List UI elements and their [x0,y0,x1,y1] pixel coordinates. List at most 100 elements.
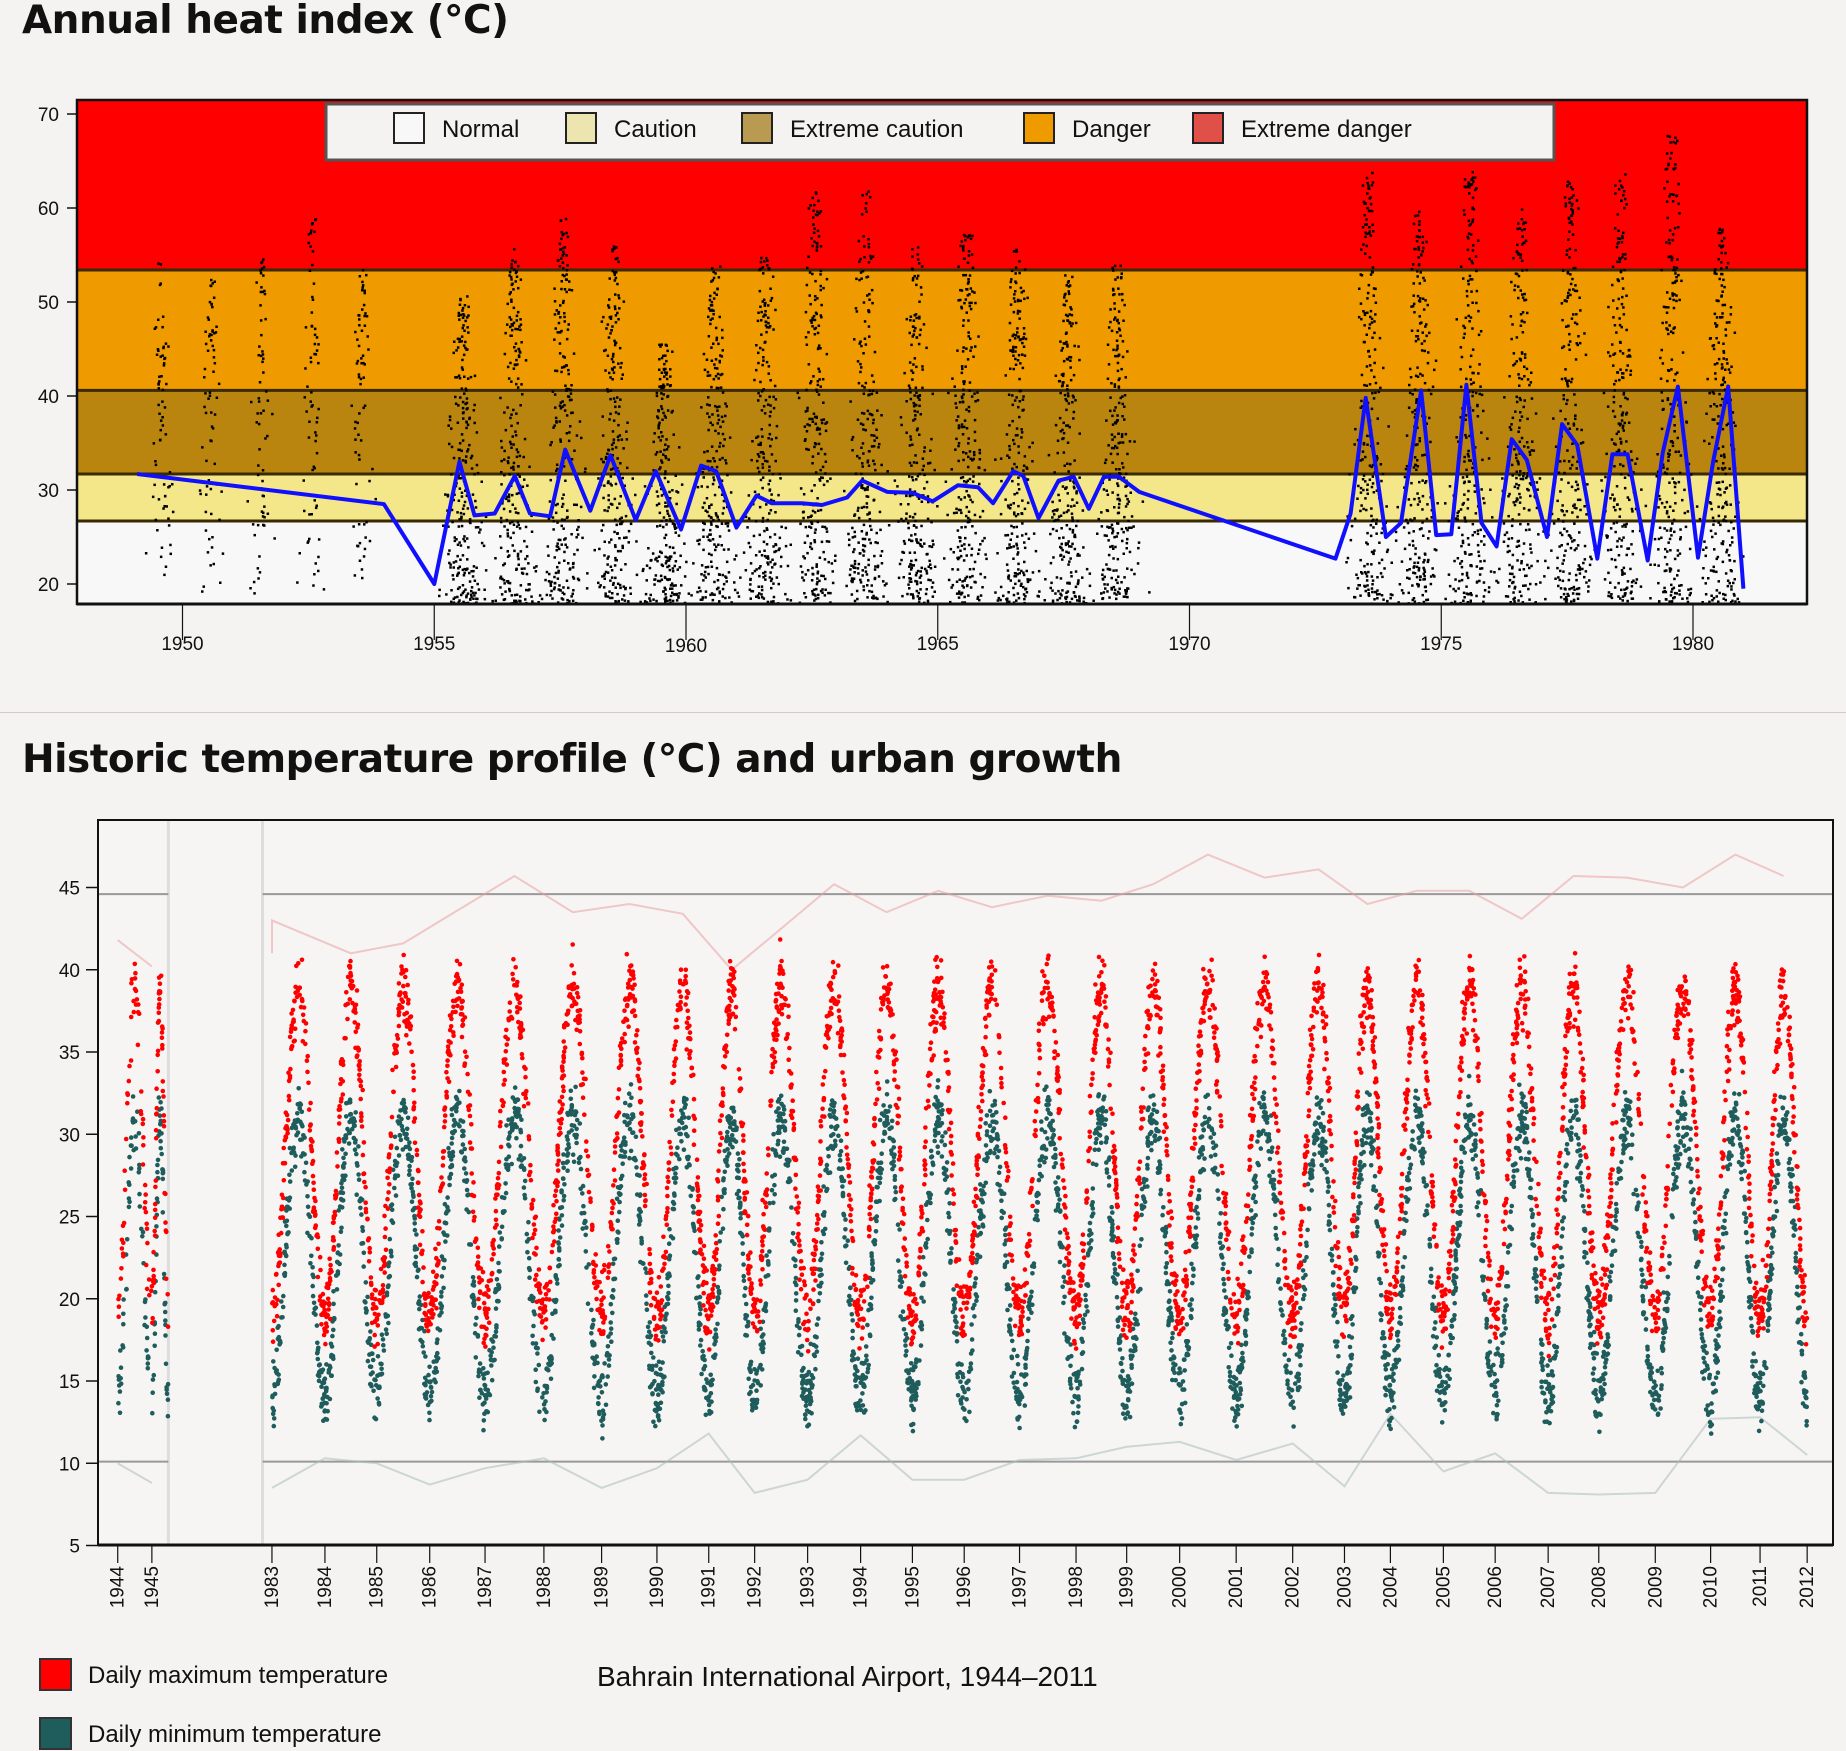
heat-index-point [210,411,213,414]
heat-index-point [652,469,655,472]
heat-index-point [968,301,971,305]
heat-index-point [868,298,871,301]
heat-index-point [1423,568,1426,572]
heat-index-point [649,599,652,603]
heat-index-point [760,593,763,596]
heat-index-point [673,522,676,526]
heat-index-point [1370,317,1374,321]
heat-index-point [1067,540,1070,543]
heat-index-point [457,567,460,570]
heat-index-point [452,578,455,581]
heat-index-point [621,605,624,608]
heat-index-point [928,559,931,563]
heat-index-point [967,335,970,338]
heat-index-point [553,287,556,290]
heat-index-point [860,486,863,489]
heat-index-point [1464,607,1467,610]
heat-index-point [473,403,476,407]
heat-index-point [310,229,313,232]
heat-index-point [614,341,617,345]
heat-index-point [966,465,970,469]
heat-index-point [359,439,363,442]
heat-index-point [928,545,931,548]
heat-index-point [615,523,618,527]
heat-index-point [983,576,987,579]
heat-index-point [968,477,972,481]
heat-index-point [822,401,825,404]
heat-index-point [658,368,661,371]
heat-index-point [259,319,263,322]
heat-index-point [668,578,671,581]
heat-index-point [601,460,605,464]
heat-index-point [965,607,968,610]
heat-index-point [797,396,801,400]
heat-index-point [317,538,321,541]
heat-index-point [717,418,721,422]
heat-index-point [1362,474,1366,477]
heat-index-point [1529,547,1532,550]
heat-index-point [1022,607,1025,610]
heat-index-point [1405,465,1409,468]
heat-index-point [829,607,832,610]
heat-index-point [1064,542,1068,545]
heat-index-point [1374,301,1378,304]
heat-index-point [957,459,960,463]
heat-index-point [512,468,515,471]
heat-index-point [854,307,858,310]
heat-index-point [1008,456,1011,459]
heat-index-point [1055,607,1058,610]
heat-index-point [772,328,775,331]
heat-index-point [766,460,769,463]
heat-index-point [864,202,868,205]
heat-index-point [726,473,729,477]
heat-index-point [1101,568,1105,572]
heat-index-point [1518,384,1521,387]
heat-index-point [1433,575,1436,578]
heat-index-point [1479,528,1482,532]
heat-index-point [803,592,806,595]
heat-index-point [908,565,911,568]
heat-index-point [749,545,752,549]
heat-index-point [613,247,616,250]
heat-index-point [729,491,733,494]
heat-index-point [722,444,725,448]
heat-index-point [916,395,919,398]
heat-index-point [1513,284,1517,287]
heat-index-point [209,487,213,491]
heat-index-point [561,400,564,403]
heat-index-point [799,522,802,526]
heat-index-point [648,566,652,570]
heat-index-point [761,486,764,490]
heat-index-point [972,475,975,478]
heat-index-point [1071,528,1075,532]
heat-index-point [508,589,512,593]
heat-index-point [558,420,561,423]
heat-index-point [755,595,758,598]
heat-index-point [1409,503,1413,507]
heat-index-point [803,557,806,560]
heat-index-point [805,343,809,346]
heat-index-point [1058,379,1062,383]
heat-index-point [447,525,450,528]
heat-index-point [910,539,914,543]
heat-index-point [1039,606,1042,609]
heat-index-point [930,520,933,524]
heat-index-point [814,213,818,216]
heat-index-point [1359,491,1363,494]
heat-index-point [620,438,624,441]
heat-index-point [563,288,567,291]
heat-index-point [985,557,988,561]
heat-index-point [719,441,722,445]
heat-index-point [1059,592,1062,596]
heat-index-point [801,607,804,610]
heat-index-point [1126,587,1129,590]
heat-index-point [1005,433,1009,436]
heat-index-point [363,547,367,551]
heat-index-point [577,519,580,522]
heat-index-point [463,567,466,571]
heat-index-point [645,601,649,604]
heat-index-point [815,390,819,393]
heat-index-point [1004,374,1007,377]
heat-index-point [994,458,997,461]
heat-index-point [1017,451,1021,455]
